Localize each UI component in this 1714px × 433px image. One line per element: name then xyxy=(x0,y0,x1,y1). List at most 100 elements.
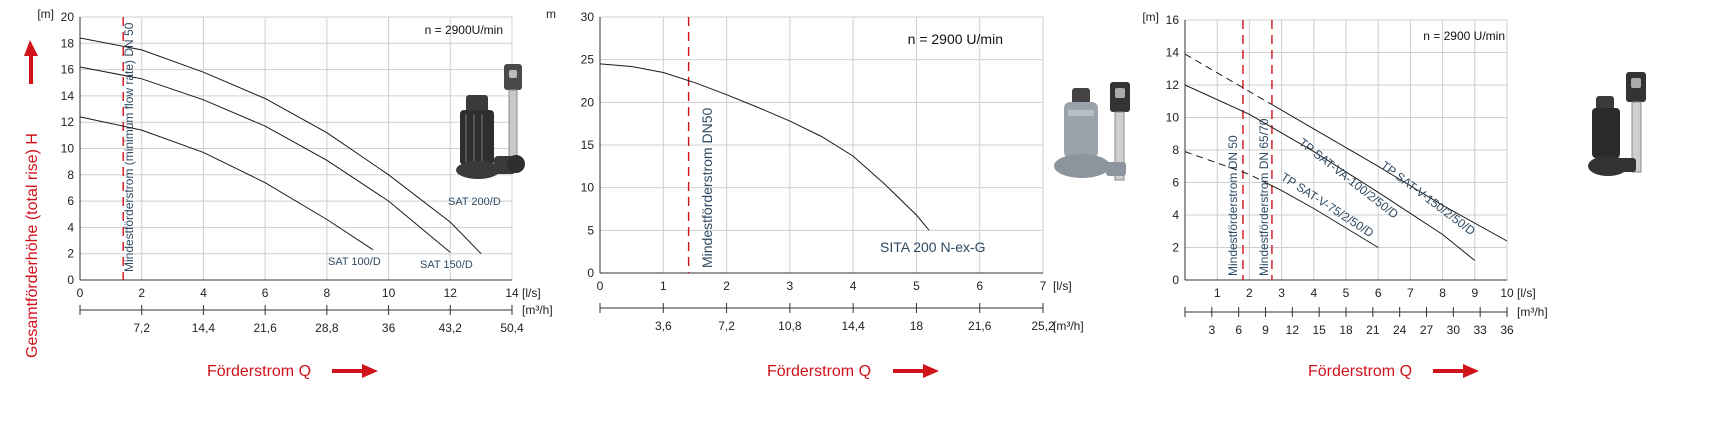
x2-tick-label: 3,6 xyxy=(655,319,672,333)
x2-tick-label: 3 xyxy=(1208,323,1215,337)
x-tick-label: 2 xyxy=(1246,286,1253,300)
y-tick-label: 8 xyxy=(67,168,74,182)
x2-tick-label: 21 xyxy=(1366,323,1380,337)
y-tick-label: 2 xyxy=(1172,241,1179,255)
y-tick-label: 10 xyxy=(581,181,595,195)
y-unit-label: [m] xyxy=(37,7,54,21)
x-tick-label: 6 xyxy=(1375,286,1382,300)
y-tick-label: 14 xyxy=(61,89,75,103)
x-tick-label: 2 xyxy=(723,279,730,293)
x-tick-label: 3 xyxy=(1278,286,1285,300)
y-tick-label: 20 xyxy=(61,10,75,24)
y-axis-title-group: Gesamtförderhöhe (total rise) H xyxy=(24,40,41,358)
y-tick-label: 4 xyxy=(1172,208,1179,222)
min-flow-label: Mindestförderstrom (minimum flow rate) D… xyxy=(122,22,136,272)
x-axis-caption: Förderstrom Q xyxy=(1308,363,1412,380)
x2-tick-label: 12 xyxy=(1286,323,1300,337)
series-curve xyxy=(599,63,930,231)
x-tick-label: 5 xyxy=(1343,286,1350,300)
x2-tick-label: 24 xyxy=(1393,323,1407,337)
x2-tick-label: 43,2 xyxy=(439,321,463,335)
series-label: TP SAT-VA-100/2/50/D xyxy=(1296,135,1401,221)
series-label: SAT 200/D xyxy=(448,196,501,208)
series-curve xyxy=(79,116,374,251)
x2-tick-label: 25,2 xyxy=(1031,319,1055,333)
y-tick-label: 20 xyxy=(581,95,595,109)
x-tick-label: 7 xyxy=(1040,279,1047,293)
right-arrow-head-icon xyxy=(923,364,939,378)
x2-tick-label: 14,4 xyxy=(841,319,865,333)
y-tick-label: 16 xyxy=(61,63,75,77)
right-arrow-icon xyxy=(332,369,364,373)
series-curve xyxy=(79,37,482,255)
x-tick-label: 8 xyxy=(324,286,331,300)
x2-tick-label: 7,2 xyxy=(718,319,735,333)
y-tick-label: 15 xyxy=(581,138,595,152)
min-flow-label: Mindestförderstrom DN50 xyxy=(699,108,715,268)
series-curve xyxy=(79,66,451,253)
x2-tick-label: 7,2 xyxy=(133,321,150,335)
x2-tick-label: 50,4 xyxy=(500,321,524,335)
x-unit-label: [l/s] xyxy=(1517,286,1536,300)
x2-tick-label: 14,4 xyxy=(192,321,216,335)
y-tick-label: 5 xyxy=(587,223,594,237)
series-curve-dashed xyxy=(1184,53,1269,104)
x-tick-label: 2 xyxy=(138,286,145,300)
y-tick-label: 8 xyxy=(1172,143,1179,157)
y-tick-label: 0 xyxy=(1172,273,1179,287)
y-unit-label: m xyxy=(546,7,556,21)
right-arrow-head-icon xyxy=(362,364,378,378)
series-curve xyxy=(1268,183,1379,248)
min-flow-label: Mindestförderstrom DN 50 xyxy=(1226,135,1240,276)
series-curve xyxy=(1184,84,1476,261)
x-tick-label: 5 xyxy=(913,279,920,293)
series-label: SAT 150/D xyxy=(420,259,473,271)
x-tick-label: 10 xyxy=(382,286,396,300)
right-arrow-icon xyxy=(1433,369,1465,373)
x-axis-caption: Förderstrom Q xyxy=(207,363,311,380)
x2-tick-label: 27 xyxy=(1420,323,1434,337)
pump-illustration-tp-sat-v xyxy=(1588,72,1646,176)
x2-unit-label: [m³/h] xyxy=(1517,305,1548,319)
y-tick-label: 0 xyxy=(587,266,594,280)
chart-sita-200: 0 5 10 15 20 25 30 m 0 1 2 3 4 5 6 7 [l/s] 3,6 7,2 10,8 14,4… xyxy=(546,7,1084,380)
x-unit-label: [l/s] xyxy=(522,286,541,300)
x-tick-label: 4 xyxy=(1310,286,1317,300)
x-tick-label: 0 xyxy=(597,279,604,293)
x-tick-label: 4 xyxy=(850,279,857,293)
x-tick-label: 1 xyxy=(1214,286,1221,300)
y-tick-label: 18 xyxy=(61,36,75,50)
right-arrow-icon xyxy=(893,369,925,373)
x2-tick-label: 9 xyxy=(1262,323,1269,337)
y-tick-label: 10 xyxy=(61,142,75,156)
x-tick-label: 0 xyxy=(77,286,84,300)
x-unit-label: [l/s] xyxy=(1053,279,1072,293)
speed-note: n = 2900 U/min xyxy=(1423,29,1505,43)
grid-lines xyxy=(1185,19,1508,281)
x2-tick-label: 18 xyxy=(1339,323,1353,337)
right-arrow-head-icon xyxy=(1463,364,1479,378)
y-tick-label: 16 xyxy=(1166,13,1180,27)
x2-tick-label: 15 xyxy=(1312,323,1326,337)
x-axis-caption: Förderstrom Q xyxy=(767,363,871,380)
x2-tick-label: 6 xyxy=(1235,323,1242,337)
y-axis-title: Gesamtförderhöhe (total rise) H xyxy=(24,133,41,358)
speed-note: n = 2900U/min xyxy=(425,23,503,37)
y-tick-label: 2 xyxy=(67,247,74,261)
y-tick-label: 14 xyxy=(1166,46,1180,60)
series-curve xyxy=(1268,102,1508,242)
y-tick-label: 25 xyxy=(581,53,595,67)
x2-tick-label: 21,6 xyxy=(253,321,277,335)
series-label: SITA 200 N-ex-G xyxy=(880,239,986,255)
x-tick-label: 10 xyxy=(1500,286,1514,300)
x2-tick-label: 36 xyxy=(1500,323,1514,337)
min-flow-label: Mindestförderstrom DN 65/70 xyxy=(1257,118,1271,276)
y-unit-label: [m] xyxy=(1142,10,1159,24)
y-tick-label: 4 xyxy=(67,220,74,234)
x-tick-label: 7 xyxy=(1407,286,1414,300)
x-tick-label: 9 xyxy=(1471,286,1478,300)
x2-tick-label: 21,6 xyxy=(968,319,992,333)
x2-tick-label: 18 xyxy=(910,319,924,333)
